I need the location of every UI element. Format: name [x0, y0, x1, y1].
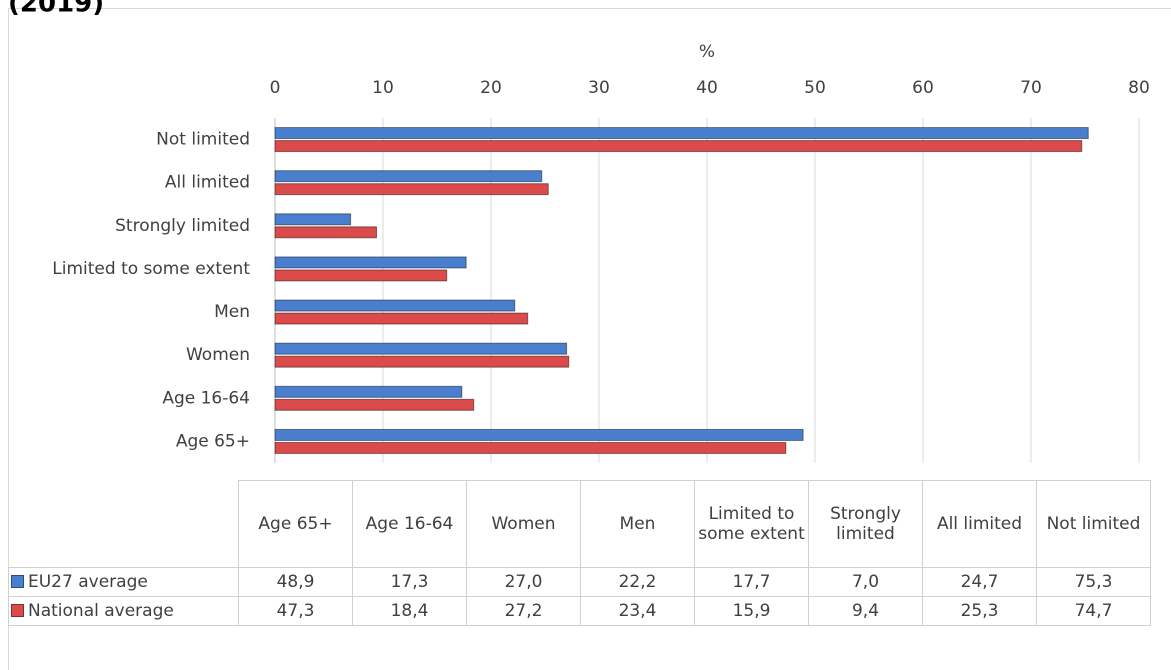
bar: [274, 140, 1083, 153]
x-tick-label: 80: [1128, 78, 1150, 98]
y-tick-label: Age 16-64: [162, 388, 250, 408]
column-header: Strongly limited: [808, 480, 923, 568]
row-label: EU27 average: [8, 567, 239, 597]
chart-title: (2019): [8, 0, 104, 19]
bar: [274, 213, 352, 226]
bar: [274, 355, 570, 368]
x-tick-label: 50: [804, 78, 826, 98]
y-tick-label: Not limited: [156, 130, 250, 150]
x-tick-label: 30: [588, 78, 610, 98]
column-header: Age 16-64: [352, 480, 467, 568]
table-cell: 25,3: [922, 596, 1037, 626]
legend-label: EU27 average: [28, 572, 148, 592]
bar: [274, 398, 475, 411]
bar: [274, 342, 568, 355]
blank-cell: [9, 481, 239, 568]
y-tick-label: Strongly limited: [115, 216, 250, 236]
bar: [274, 127, 1089, 140]
bar: [274, 269, 448, 282]
x-tick-label: 10: [372, 78, 394, 98]
table-cell: 7,0: [808, 567, 923, 597]
table-header: Age 65+ Age 16-64 Women Men Limited to some …: [9, 480, 1151, 568]
column-header: Age 65+: [238, 480, 353, 568]
data-table: Age 65+ Age 16-64 Women Men Limited to some …: [8, 480, 1151, 626]
y-tick-label: Age 65+: [176, 431, 250, 451]
column-header: Women: [466, 480, 581, 568]
bar: [274, 256, 467, 269]
table-cell: 24,7: [922, 567, 1037, 597]
x-tick-label: 60: [912, 78, 934, 98]
table-cell: 27,2: [466, 596, 581, 626]
chart-frame: [8, 8, 1171, 670]
x-tick-label: 40: [696, 78, 718, 98]
bar: [274, 385, 463, 398]
x-tick-label: 70: [1020, 78, 1042, 98]
x-tick-label: 20: [480, 78, 502, 98]
table-cell: 23,4: [580, 596, 695, 626]
table-cell: 75,3: [1036, 567, 1151, 597]
table-cell: 22,2: [580, 567, 695, 597]
column-header: Men: [580, 480, 695, 568]
x-tick-label: 0: [270, 78, 281, 98]
y-tick-label: Limited to some extent: [52, 259, 250, 279]
table-cell: 18,4: [352, 596, 467, 626]
table-row: National average 47,3 18,4 27,2 23,4 15,9 9,4 2…: [8, 596, 1151, 626]
column-header: Limited to some extent: [694, 480, 809, 568]
bar: [274, 428, 804, 441]
y-tick-label: Women: [186, 345, 250, 365]
column-header: All limited: [922, 480, 1037, 568]
bar: [274, 226, 378, 239]
table-cell: 9,4: [808, 596, 923, 626]
row-label: National average: [8, 596, 239, 626]
axis-label: %: [699, 42, 715, 62]
table-cell: 27,0: [466, 567, 581, 597]
table-cell: 17,7: [694, 567, 809, 597]
table-row: EU27 average 48,9 17,3 27,0 22,2 17,7 7,0 24,7 7…: [8, 567, 1151, 597]
bar: [274, 441, 787, 454]
y-tick-label: Men: [214, 302, 250, 322]
table-cell: 48,9: [238, 567, 353, 597]
legend-key: [11, 604, 24, 617]
table-cell: 17,3: [352, 567, 467, 597]
y-tick-label: All limited: [165, 173, 250, 193]
bar: [274, 183, 549, 196]
bar: [274, 312, 529, 325]
legend-label: National average: [28, 601, 174, 621]
table-cell: 15,9: [694, 596, 809, 626]
table-cell: 74,7: [1036, 596, 1151, 626]
legend-key: [11, 575, 24, 588]
column-header: Not limited: [1036, 480, 1151, 568]
table-cell: 47,3: [238, 596, 353, 626]
bar: [274, 170, 543, 183]
bar: [274, 299, 516, 312]
